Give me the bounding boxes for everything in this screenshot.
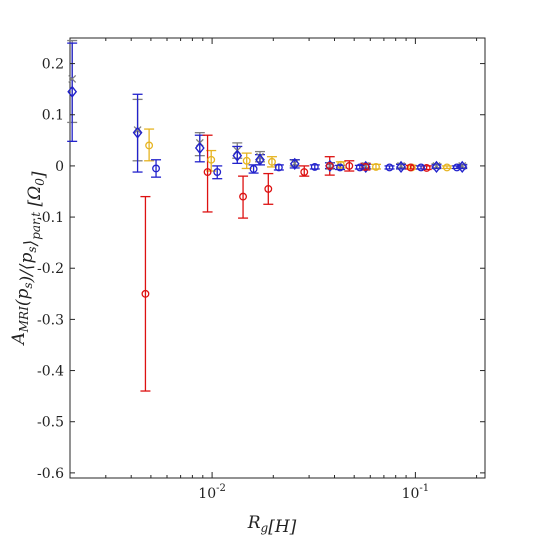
y-tick-label: 0 <box>55 159 64 175</box>
data-point-diamond <box>431 160 442 174</box>
y-tick-label: -0.2 <box>37 261 64 277</box>
data-point-circle <box>406 163 415 172</box>
data-point-diamond <box>289 157 300 170</box>
data-point-circle <box>417 163 425 172</box>
data-point-circle <box>310 162 319 171</box>
data-markers <box>67 74 468 298</box>
x-tick-label: 10-1 <box>402 483 430 502</box>
data-point-circle <box>361 162 370 171</box>
data-point-circle <box>242 156 251 165</box>
data-point-diamond <box>396 160 406 174</box>
data-point-circle <box>443 163 451 172</box>
y-tick-label: -0.5 <box>37 415 64 431</box>
data-point-circle <box>385 163 394 172</box>
x-tick-label: 10-2 <box>198 483 226 502</box>
data-point-diamond <box>132 126 143 139</box>
data-point-x <box>256 152 264 161</box>
data-point-circle <box>239 192 248 201</box>
x-axis: 10-2 10-1 <box>105 38 478 502</box>
data-point-circle <box>152 164 160 173</box>
data-point-circle <box>145 141 154 150</box>
data-point-circle <box>372 162 380 171</box>
data-point-diamond <box>67 85 78 98</box>
data-point-circle <box>422 164 431 172</box>
data-point-diamond <box>232 149 243 162</box>
data-point-circle <box>203 168 212 176</box>
data-point-circle <box>345 161 354 170</box>
x-stroke <box>256 152 264 161</box>
x-stroke <box>68 74 77 83</box>
data-point-circle <box>213 168 222 176</box>
data-point-circle <box>207 155 216 164</box>
data-point-x <box>68 74 77 83</box>
x-axis-label: Rg[H] <box>247 513 297 536</box>
data-point-circle <box>300 168 309 176</box>
y-axis-label-text: AMRI(ps)/⟨ps⟩par,t [Ω0] <box>9 171 49 346</box>
x-stroke <box>133 126 142 135</box>
data-point-circle <box>274 163 283 172</box>
y-tick-label: -0.1 <box>37 210 64 226</box>
data-point-x <box>133 126 142 135</box>
data-point-circle <box>355 163 364 172</box>
data-point-diamond <box>255 153 265 166</box>
y-tick-label: -0.3 <box>37 312 64 328</box>
data-point-circle <box>268 157 276 166</box>
y-tick-label: -0.6 <box>37 466 64 482</box>
data-point-circle <box>264 184 273 193</box>
y-axis-label: AMRI(ps)/⟨ps⟩par,t [Ω0] <box>9 171 49 346</box>
data-point-circle <box>249 165 258 173</box>
data-point-circle <box>336 163 344 172</box>
data-point-diamond <box>194 141 205 155</box>
data-point-circle <box>141 289 150 298</box>
data-point-circle <box>325 161 334 170</box>
y-tick-label: -0.4 <box>37 364 64 380</box>
data-point-circle <box>452 163 461 172</box>
y-tick-label: 0.2 <box>42 57 64 73</box>
y-tick-label: 0.1 <box>42 108 64 124</box>
y-axis: 0.2 0.1 0 -0.1 -0.2 -0.3 -0.4 -0.5 -0.6 <box>37 57 485 482</box>
plot-area <box>69 37 486 479</box>
